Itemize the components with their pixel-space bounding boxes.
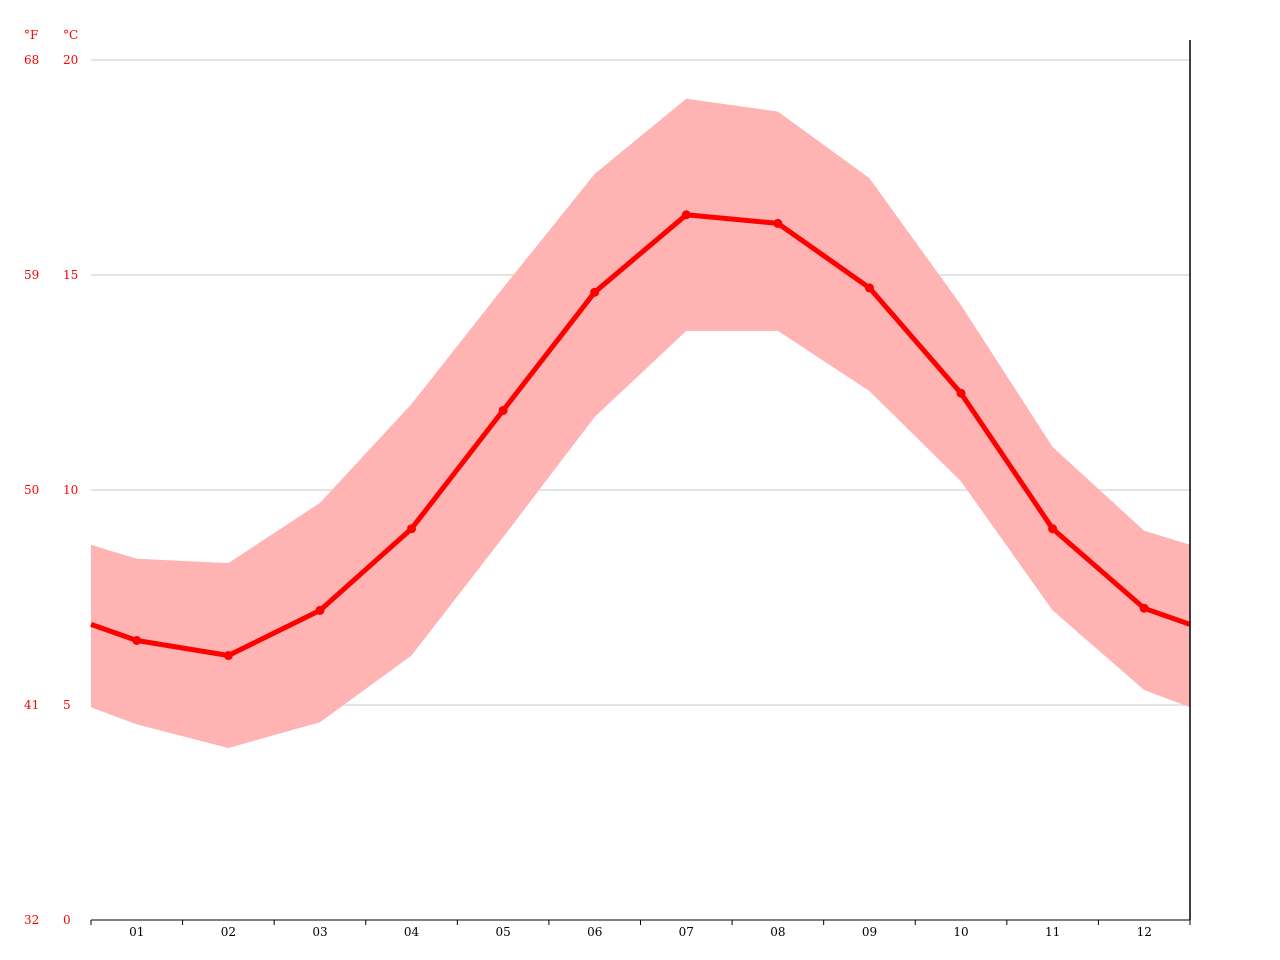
mean-point-01 [132, 636, 142, 645]
mean-point-05 [498, 405, 508, 415]
y-label-f: 50 [24, 483, 39, 497]
y-label-c: 15 [63, 268, 78, 282]
x-tick-label-10: 10 [953, 925, 968, 939]
y-label-c: 10 [63, 483, 78, 497]
x-tick-label-06: 06 [587, 925, 602, 939]
x-tick-label-12: 12 [1137, 925, 1152, 939]
x-tick-label-03: 03 [312, 925, 327, 939]
x-tick-label-09: 09 [862, 925, 877, 939]
mean-temperature-points [132, 210, 1149, 661]
y-label-f: 41 [24, 698, 39, 712]
mean-point-11 [1048, 524, 1058, 534]
mean-point-09 [864, 283, 874, 293]
x-tick-label-07: 07 [679, 925, 694, 939]
mean-point-02 [223, 651, 233, 661]
x-tick-label-05: 05 [495, 925, 510, 939]
min-max-band [91, 98, 1190, 748]
mean-point-03 [315, 605, 325, 615]
y-label-f: 32 [24, 913, 39, 927]
celsius-unit-label: °C [63, 28, 78, 42]
y-label-c: 5 [63, 698, 71, 712]
x-tick-label-02: 02 [221, 925, 236, 939]
y-label-c: 0 [63, 913, 71, 927]
mean-point-07 [681, 210, 691, 220]
x-tick-label-01: 01 [129, 925, 144, 939]
y-label-c: 20 [63, 53, 78, 67]
y-label-f: 59 [24, 268, 39, 282]
mean-point-10 [956, 388, 966, 398]
fahrenheit-unit-label: °F [24, 28, 38, 42]
x-tick-label-08: 08 [770, 925, 785, 939]
y-label-f: 68 [24, 53, 39, 67]
mean-point-12 [1139, 603, 1149, 613]
mean-point-06 [590, 287, 600, 297]
x-tick-label-11: 11 [1045, 925, 1060, 939]
y-axis-labels: 32 0 41 5 50 10 59 15 68 20 [24, 53, 78, 927]
x-axis-ticks: 01 02 03 04 05 06 07 08 09 10 11 12 [90, 920, 1191, 939]
x-tick-label-04: 04 [404, 925, 420, 939]
mean-temperature-line [90, 212, 1191, 658]
mean-point-04 [407, 524, 417, 534]
mean-point-08 [773, 218, 783, 228]
